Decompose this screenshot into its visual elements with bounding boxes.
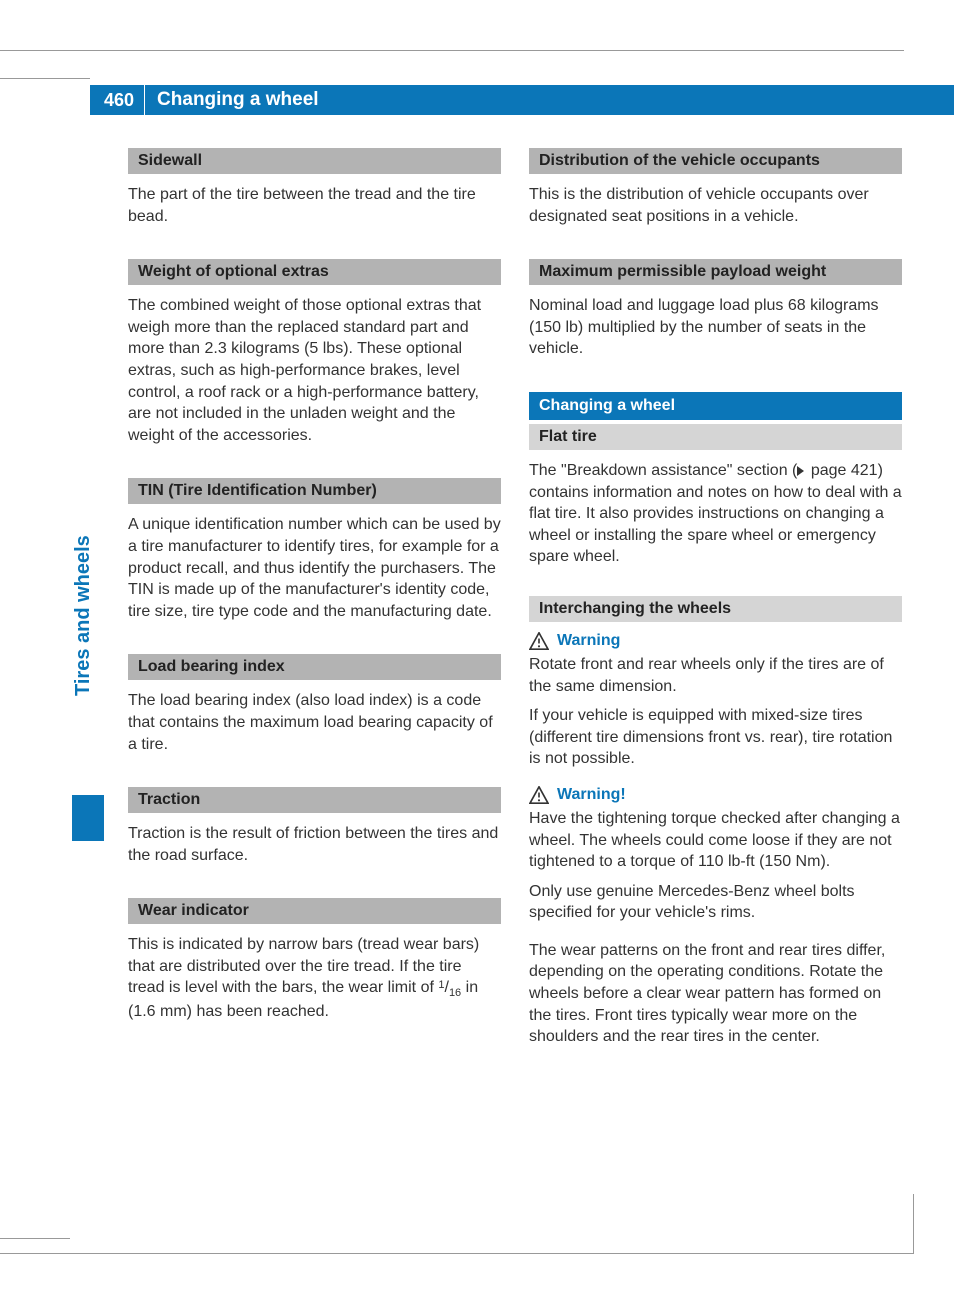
fraction-num: 1 (438, 979, 444, 991)
closing-body: The wear patterns on the front and rear … (529, 940, 902, 1048)
body-traction: Traction is the result of friction betwe… (128, 823, 501, 866)
bottom-inner-rule (0, 1238, 70, 1239)
wear-pre: This is indicated by narrow bars (tread … (128, 936, 479, 996)
heading-load-bearing: Load bearing index (128, 654, 501, 680)
warning-icon (529, 786, 549, 804)
warning2-p2: Only use genuine Mercedes-Benz wheel bol… (529, 881, 902, 924)
side-tab-block (72, 795, 104, 841)
page-ref-text: page 421 (811, 462, 878, 479)
top-rule (0, 50, 904, 51)
right-column: Distribution of the vehicle occupants Th… (529, 148, 902, 1048)
warning2-p1: Have the tightening torque checked after… (529, 808, 902, 873)
warning2-head: Warning! (529, 786, 902, 804)
heading-wear-indicator: Wear indicator (128, 898, 501, 924)
heading-flat-tire: Flat tire (529, 424, 902, 450)
body-wear-indicator: This is indicated by narrow bars (tread … (128, 934, 501, 1023)
bottom-corner-rule (854, 1194, 914, 1254)
page-title: Changing a wheel (145, 89, 319, 111)
heading-sidewall: Sidewall (128, 148, 501, 174)
body-tin: A unique identification number which can… (128, 514, 501, 622)
warning2-label: Warning! (557, 786, 626, 804)
page-header: 460 Changing a wheel (90, 85, 954, 115)
body-flat-tire: The "Breakdown assistance" section ( pag… (529, 460, 902, 568)
heading-tin: TIN (Tire Identification Number) (128, 478, 501, 504)
second-rule (0, 78, 90, 79)
heading-traction: Traction (128, 787, 501, 813)
flat-pre: The "Breakdown assistance" section ( (529, 462, 797, 479)
warning1-p1: Rotate front and rear wheels only if the… (529, 654, 902, 697)
warning1-label: Warning (557, 632, 620, 650)
body-load-bearing: The load bearing index (also load index)… (128, 690, 501, 755)
body-sidewall: The part of the tire between the tread a… (128, 184, 501, 227)
content-area: Sidewall The part of the tire between th… (128, 148, 902, 1048)
heading-distribution: Distribution of the vehicle occupants (529, 148, 902, 174)
warning1-head: Warning (529, 632, 902, 650)
triangle-ref-icon (797, 466, 804, 476)
left-column: Sidewall The part of the tire between th… (128, 148, 501, 1048)
page-number: 460 (90, 90, 144, 111)
side-tab-label: Tires and wheels (72, 535, 95, 696)
page-ref: page 421 (797, 462, 877, 479)
heading-max-payload: Maximum permissible payload weight (529, 259, 902, 285)
heading-changing-wheel: Changing a wheel (529, 392, 902, 420)
body-max-payload: Nominal load and luggage load plus 68 ki… (529, 295, 902, 360)
heading-weight-optional: Weight of optional extras (128, 259, 501, 285)
body-weight-optional: The combined weight of those optional ex… (128, 295, 501, 446)
body-distribution: This is the distribution of vehicle occu… (529, 184, 902, 227)
heading-interchanging: Interchanging the wheels (529, 596, 902, 622)
warning1-p2: If your vehicle is equipped with mixed-s… (529, 705, 902, 770)
warning-icon (529, 632, 549, 650)
fraction-den: 16 (449, 987, 461, 999)
